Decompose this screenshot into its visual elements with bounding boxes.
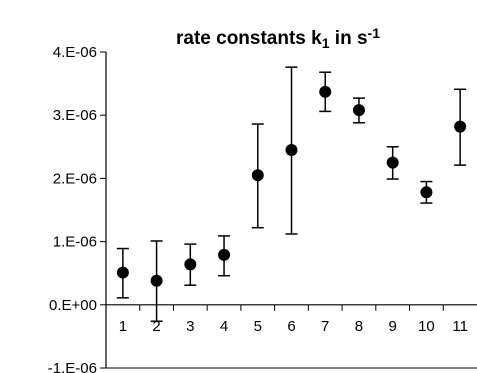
chart-title-subscript: 1 <box>322 35 330 51</box>
y-tick-label: 3.E-06 <box>53 107 97 124</box>
x-tick-label: 8 <box>355 318 363 335</box>
data-point <box>420 186 433 199</box>
data-point <box>352 104 365 117</box>
y-tick-label: 2.E-06 <box>53 170 97 187</box>
y-tick-label: -1.E-06 <box>48 360 97 373</box>
chart-title: rate constants k1 in s-1 <box>176 25 380 51</box>
data-point <box>218 248 231 261</box>
data-point <box>319 85 332 98</box>
chart-title-middle: in s <box>330 28 368 49</box>
x-tick-label: 2 <box>152 318 160 335</box>
y-tick-label: 1.E-06 <box>53 234 97 251</box>
axes-layer <box>100 51 477 369</box>
chart-title-prefix: rate constants k <box>176 28 322 49</box>
data-point <box>285 143 298 156</box>
data-point <box>454 120 467 133</box>
labels-layer: 4.E-06 3.E-06 2.E-06 1.E-06 0.E+00 -1.E-06 1 2 3… <box>48 44 468 373</box>
data-point <box>150 274 163 287</box>
x-tick-label: 3 <box>186 318 194 335</box>
x-tick-label: 4 <box>220 318 228 335</box>
x-tick-label: 10 <box>418 318 435 335</box>
y-tick-label: 4.E-06 <box>53 44 97 61</box>
chart-title-superscript: -1 <box>368 25 381 41</box>
x-tick-label: 9 <box>389 318 397 335</box>
x-tick-label: 11 <box>452 318 468 335</box>
errorbar-layer <box>116 66 467 322</box>
points-layer <box>116 85 467 287</box>
x-tick-label: 6 <box>287 318 295 335</box>
data-point <box>184 258 197 271</box>
x-tick-label: 5 <box>254 318 262 335</box>
y-tick-label: 0.E+00 <box>49 297 97 314</box>
data-point <box>251 169 264 182</box>
data-point <box>386 156 399 169</box>
data-point <box>116 266 129 279</box>
x-tick-label: 7 <box>321 318 329 335</box>
x-tick-label: 1 <box>119 318 127 335</box>
